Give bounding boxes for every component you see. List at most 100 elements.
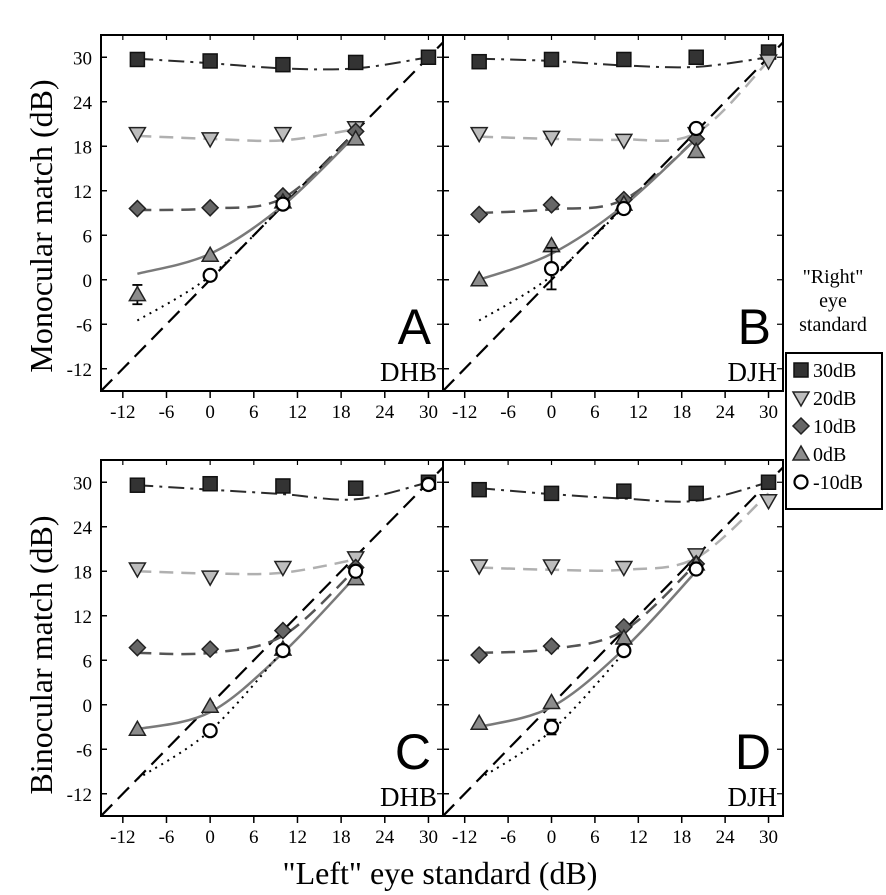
x-tick-label: -6	[500, 402, 516, 423]
x-tick-label: 6	[590, 402, 600, 423]
legend-label: 30dB	[813, 360, 856, 382]
y-tick-label: 0	[83, 696, 93, 717]
panel-letter: A	[398, 299, 432, 355]
fit-curve-30dB	[479, 56, 769, 69]
fit-curve-10dB	[479, 137, 697, 215]
data-point-30dB	[760, 474, 777, 490]
fit-curve-30dB	[479, 481, 769, 503]
data-point-minus10dB	[420, 476, 437, 493]
x-tick-label: 6	[590, 827, 600, 848]
data-point-0dB	[200, 696, 220, 713]
x-tick-label: 0	[205, 827, 215, 848]
legend-label: 10dB	[813, 416, 856, 438]
data-point-30dB	[543, 485, 560, 502]
data-point-20dB	[542, 130, 561, 147]
legend-title-line: standard	[799, 314, 867, 336]
data-point-minus10dB	[275, 196, 291, 212]
x-tick-label: -12	[110, 402, 135, 423]
data-point-20dB	[614, 560, 634, 578]
x-tick-label: -12	[452, 402, 477, 423]
legend-marker-10dB	[791, 416, 811, 436]
x-axis-title: "Left" eye standard (dB)	[283, 855, 598, 891]
data-point-30dB	[616, 51, 632, 68]
y-tick-label: -6	[76, 740, 92, 761]
data-point-30dB	[347, 54, 364, 71]
data-point-20dB	[469, 559, 489, 576]
y-tick-label: 12	[73, 607, 92, 628]
data-point-10dB	[201, 640, 220, 659]
data-point-20dB	[759, 54, 778, 71]
y-tick-label: -12	[67, 360, 92, 381]
x-tick-label: 18	[332, 827, 351, 848]
y-axis-title-binocular: Binocular match (dB)	[23, 515, 59, 794]
data-point-30dB	[471, 53, 487, 70]
identity-line	[443, 466, 783, 816]
x-tick-label: 24	[716, 827, 736, 848]
legend-marker-20dB	[791, 391, 811, 408]
data-point-10dB	[470, 645, 489, 665]
y-tick-label: 30	[73, 473, 92, 494]
data-point-30dB	[275, 56, 291, 73]
x-tick-label: -12	[452, 827, 477, 848]
fit-curve-10dB	[137, 131, 357, 212]
identity-line	[101, 41, 443, 391]
data-point-minus10dB	[616, 200, 632, 217]
x-tick-label: 6	[249, 402, 259, 423]
panel-letter: B	[738, 299, 771, 355]
data-point-10dB	[542, 195, 561, 214]
data-point-10dB	[201, 198, 220, 217]
legend-label: 20dB	[813, 388, 856, 410]
data-point-30dB	[202, 475, 218, 492]
data-point-20dB	[759, 494, 778, 511]
fit-curve-20dB	[137, 127, 356, 143]
legend-label: 0dB	[813, 444, 846, 466]
data-point-0dB	[200, 245, 220, 263]
panel-letter: C	[395, 724, 431, 780]
data-point-minus10dB	[202, 267, 218, 283]
data-point-30dB	[543, 51, 560, 68]
data-point-20dB	[542, 559, 561, 576]
panel-subject: DJH	[727, 357, 777, 387]
fit-curve-0dB	[137, 134, 357, 276]
data-point-20dB	[273, 560, 293, 578]
x-tick-label: 12	[629, 827, 648, 848]
x-tick-label: -12	[110, 827, 135, 848]
x-tick-label: 30	[759, 827, 778, 848]
x-tick-label: 0	[547, 827, 557, 848]
data-point-minus10dB	[348, 563, 364, 579]
legend-marker-30dB	[793, 362, 809, 378]
x-tick-label: 18	[672, 827, 691, 848]
fit-curve-10dB	[479, 562, 698, 655]
y-tick-label: 0	[83, 271, 93, 292]
x-tick-label: 30	[419, 402, 438, 423]
x-tick-label: 30	[419, 827, 438, 848]
y-tick-label: 12	[73, 182, 92, 203]
data-point-10dB	[273, 621, 292, 640]
panel-subject: DJH	[727, 782, 777, 812]
y-tick-label: -6	[76, 315, 92, 336]
data-point-minus10dB	[275, 643, 291, 659]
data-point-10dB	[542, 637, 561, 656]
data-point-30dB	[129, 51, 146, 68]
data-point-0dB	[469, 270, 489, 287]
y-tick-label: 24	[73, 93, 93, 114]
legend-title-line: "Right"	[803, 266, 864, 288]
x-tick-label: -6	[159, 402, 175, 423]
data-point-10dB	[128, 199, 147, 218]
legend-marker-minus10dB	[793, 474, 809, 490]
y-tick-label: 24	[73, 518, 93, 539]
x-tick-label: 24	[375, 827, 395, 848]
data-point-0dB	[346, 129, 365, 146]
data-point-30dB	[471, 481, 487, 498]
x-tick-label: -6	[500, 827, 516, 848]
y-axis-title-monocular: Monocular match (dB)	[23, 79, 59, 372]
data-point-0dB	[128, 719, 147, 736]
data-point-0dB	[469, 713, 489, 731]
data-point-minus10dB	[688, 120, 704, 137]
data-point-30dB	[688, 485, 704, 502]
fit-curve-minus10dB	[478, 652, 625, 780]
data-point-20dB	[614, 133, 634, 150]
fit-curve-20dB	[479, 60, 770, 143]
legend-title-line: eye	[819, 290, 847, 312]
